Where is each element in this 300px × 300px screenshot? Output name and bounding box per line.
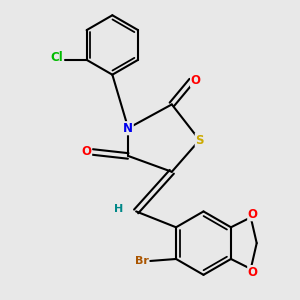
Text: O: O xyxy=(248,266,258,279)
Text: O: O xyxy=(248,208,258,221)
Text: N: N xyxy=(123,122,133,135)
Text: O: O xyxy=(190,74,201,87)
Text: Cl: Cl xyxy=(50,51,63,64)
Text: O: O xyxy=(82,146,92,158)
Text: H: H xyxy=(114,204,123,214)
Text: Br: Br xyxy=(135,256,148,266)
Text: S: S xyxy=(195,134,204,147)
